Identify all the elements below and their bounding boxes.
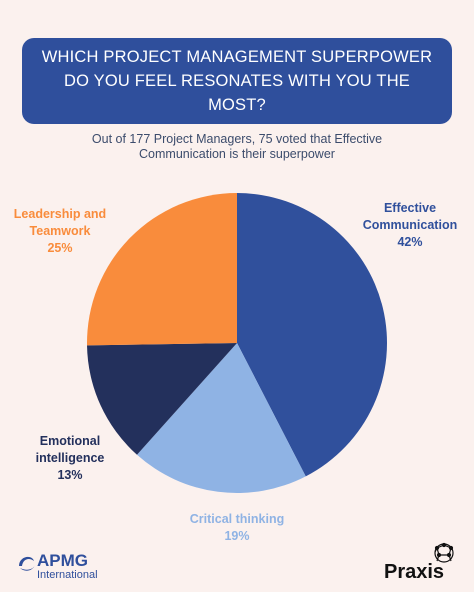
slice-label-line: intelligence <box>35 451 105 465</box>
slice-label-line: Leadership and <box>13 207 107 221</box>
apmg-logo: APMG International <box>19 551 98 581</box>
praxis-logo: Praxis <box>384 542 454 583</box>
pie-slice-emotional-intelligence <box>87 343 238 455</box>
title-line-2: DO YOU FEEL RESONATES WITH YOU THE <box>63 72 411 90</box>
pie-slice-critical-thinking <box>136 343 306 494</box>
pie-slice-effective-communication <box>237 193 388 477</box>
slice-label-line: Communication <box>362 218 458 232</box>
subtitle-line-2: Communication is their superpower <box>139 147 335 161</box>
slice-value-label: 25% <box>47 241 73 255</box>
slice-label-line: Critical thinking <box>189 512 285 526</box>
network-ball-icon <box>434 542 454 563</box>
apmg-swirl-icon <box>19 556 35 571</box>
apmg-logo-name: APMG <box>37 551 88 570</box>
slice-label-emotional-intelligence: Emotional intelligence 13% <box>8 433 132 484</box>
slice-label-effective-communication: Effective Communication 42% <box>352 200 468 251</box>
praxis-logo-name: Praxis <box>384 561 444 583</box>
slice-label-line: Teamwork <box>29 224 91 238</box>
slice-label-line: Effective <box>383 201 437 215</box>
title-line-1: WHICH PROJECT MANAGEMENT SUPERPOWER <box>41 48 433 66</box>
title-line-3: MOST? <box>208 96 266 114</box>
subtitle: Out of 177 Project Managers, 75 voted th… <box>0 132 474 162</box>
pie-slice-leadership-teamwork <box>87 193 237 346</box>
title-banner: WHICH PROJECT MANAGEMENT SUPERPOWER DO Y… <box>22 38 452 124</box>
slice-label-line: Emotional <box>39 434 101 448</box>
slice-value-label: 42% <box>397 235 423 249</box>
subtitle-line-1: Out of 177 Project Managers, 75 voted th… <box>91 132 383 146</box>
slice-value-label: 19% <box>224 529 250 543</box>
slice-label-critical-thinking: Critical thinking 19% <box>150 511 324 545</box>
apmg-logo-subtext: International <box>37 569 98 581</box>
slice-value-label: 13% <box>57 468 83 482</box>
slice-label-leadership-teamwork: Leadership and Teamwork 25% <box>4 206 116 257</box>
